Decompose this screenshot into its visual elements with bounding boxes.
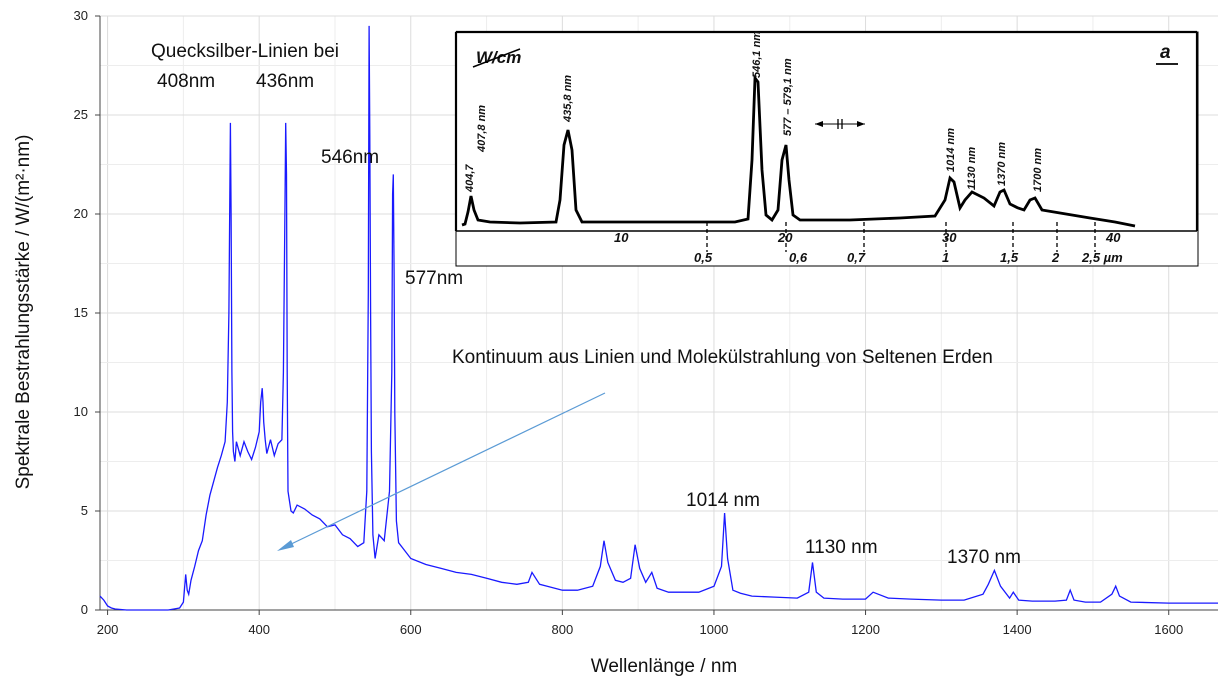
inset-peak-435: 435,8 nm [562,75,574,123]
inset-peak-1700: 1700 nm [1032,148,1044,192]
inset-bottom-tick-2: 2 [1051,250,1060,265]
inset-spectrum: W/cm a 404,7 407,8 nm 435,8 nm 546,1 nm … [454,31,1199,267]
inset-top-tick-20: 20 [777,230,793,245]
x-tick-label: 200 [97,622,119,637]
x-tick-label: 1600 [1154,622,1183,637]
y-tick-label: 10 [74,404,88,419]
label-546nm: 546nm [321,147,379,168]
inset-peak-404: 404,7 [464,164,476,193]
inset-top-tick-30: 30 [942,230,957,245]
y-tick-labels: 0 5 10 15 20 25 30 [74,8,88,617]
x-tick-label: 1400 [1003,622,1032,637]
inset-peak-546: 546,1 nm [751,31,763,78]
x-axis-label: Wellenlänge / nm [591,656,737,677]
spectrum-line [99,25,1218,611]
axes [95,15,1218,615]
continuum-label: Kontinuum aus Linien und Molekülstrahlun… [452,347,993,368]
y-tick-label: 30 [74,8,88,23]
inset-bottom-tick-05: 0,5 [694,250,713,265]
inset-bottom-tick-07: 0,7 [847,250,866,265]
x-tick-label: 600 [400,622,422,637]
label-436nm: 436nm [256,71,314,92]
x-tick-label: 1000 [699,622,728,637]
inset-bottom-tick-25: 2,5 µm [1081,250,1123,265]
y-tick-label: 25 [74,107,88,122]
y-tick-label: 20 [74,206,88,221]
label-577nm: 577nm [405,268,463,289]
inset-top-tick-10: 10 [614,230,629,245]
inset-peak-577: 577 – 579,1 nm [782,58,794,136]
inset-peak-1130: 1130 nm [966,147,978,190]
y-tick-label: 15 [74,305,88,320]
y-tick-label: 5 [81,503,88,518]
y-axis-label: Spektrale Bestrahlungsstärke / W/(m²·nm) [13,135,34,490]
inset-peak-407: 407,8 nm [476,105,488,153]
inset-top-tick-40: 40 [1105,230,1121,245]
inset-frame [455,31,1199,267]
mercury-lines-title: Quecksilber-Linien bei [151,41,339,62]
inset-peak-1014: 1014 nm [945,128,957,172]
inset-bottom-tick-15: 1,5 [1000,250,1019,265]
inset-bottom-tick-06: 0,6 [789,250,808,265]
label-1130nm: 1130 nm [805,537,878,558]
inset-curve [461,73,1136,228]
x-tick-label: 1200 [851,622,880,637]
label-1014nm: 1014 nm [686,490,760,511]
x-tick-label: 800 [552,622,574,637]
continuum-arrow [284,392,606,548]
inset-panel-label: a [1160,42,1171,63]
y-tick-label: 0 [81,602,88,617]
continuum-arrowhead [277,540,294,551]
inset-peak-1370: 1370 nm [996,142,1008,186]
x-tick-label: 400 [248,622,270,637]
x-tick-labels: 200 400 600 800 1000 1200 1400 1600 [97,622,1183,637]
label-1370nm: 1370 nm [947,547,1021,568]
label-408nm: 408nm [157,71,215,92]
inset-bottom-tick-1: 1 [942,250,949,265]
